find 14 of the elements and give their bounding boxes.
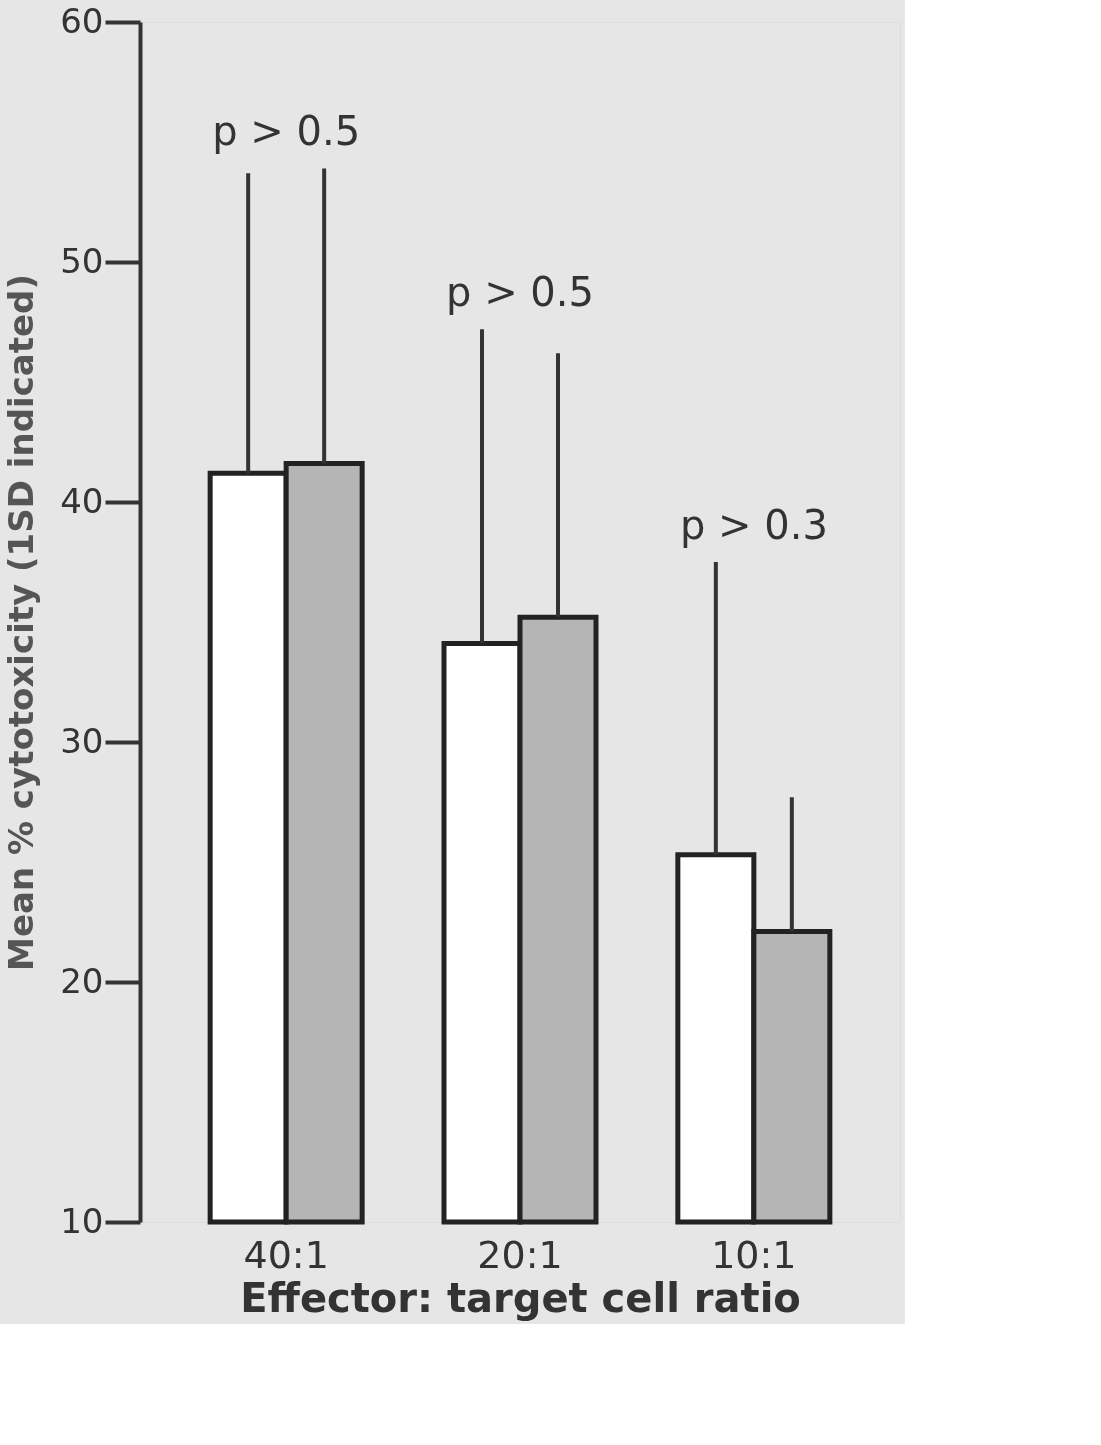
x-tick-label: 40:1 bbox=[243, 1232, 329, 1277]
x-axis-title: Effector: target cell ratio bbox=[240, 1274, 801, 1321]
annotation: p > 0.5 bbox=[212, 108, 361, 155]
x-tick-label: 10:1 bbox=[711, 1232, 797, 1277]
y-tick-label: 40 bbox=[60, 480, 104, 521]
x-tick-label: 20:1 bbox=[477, 1232, 563, 1277]
y-tick-label: 60 bbox=[60, 0, 104, 41]
y-tick-label: 30 bbox=[60, 720, 104, 761]
y-axis-title: Mean % cytotoxicity (1SD indicated) bbox=[1, 274, 42, 971]
annotation: p > 0.3 bbox=[679, 502, 828, 548]
y-tick-label: 20 bbox=[60, 960, 104, 1001]
y-tick-label: 50 bbox=[60, 240, 104, 281]
annotation: p > 0.5 bbox=[446, 269, 594, 316]
y-tick-label: 10 bbox=[60, 1200, 104, 1241]
